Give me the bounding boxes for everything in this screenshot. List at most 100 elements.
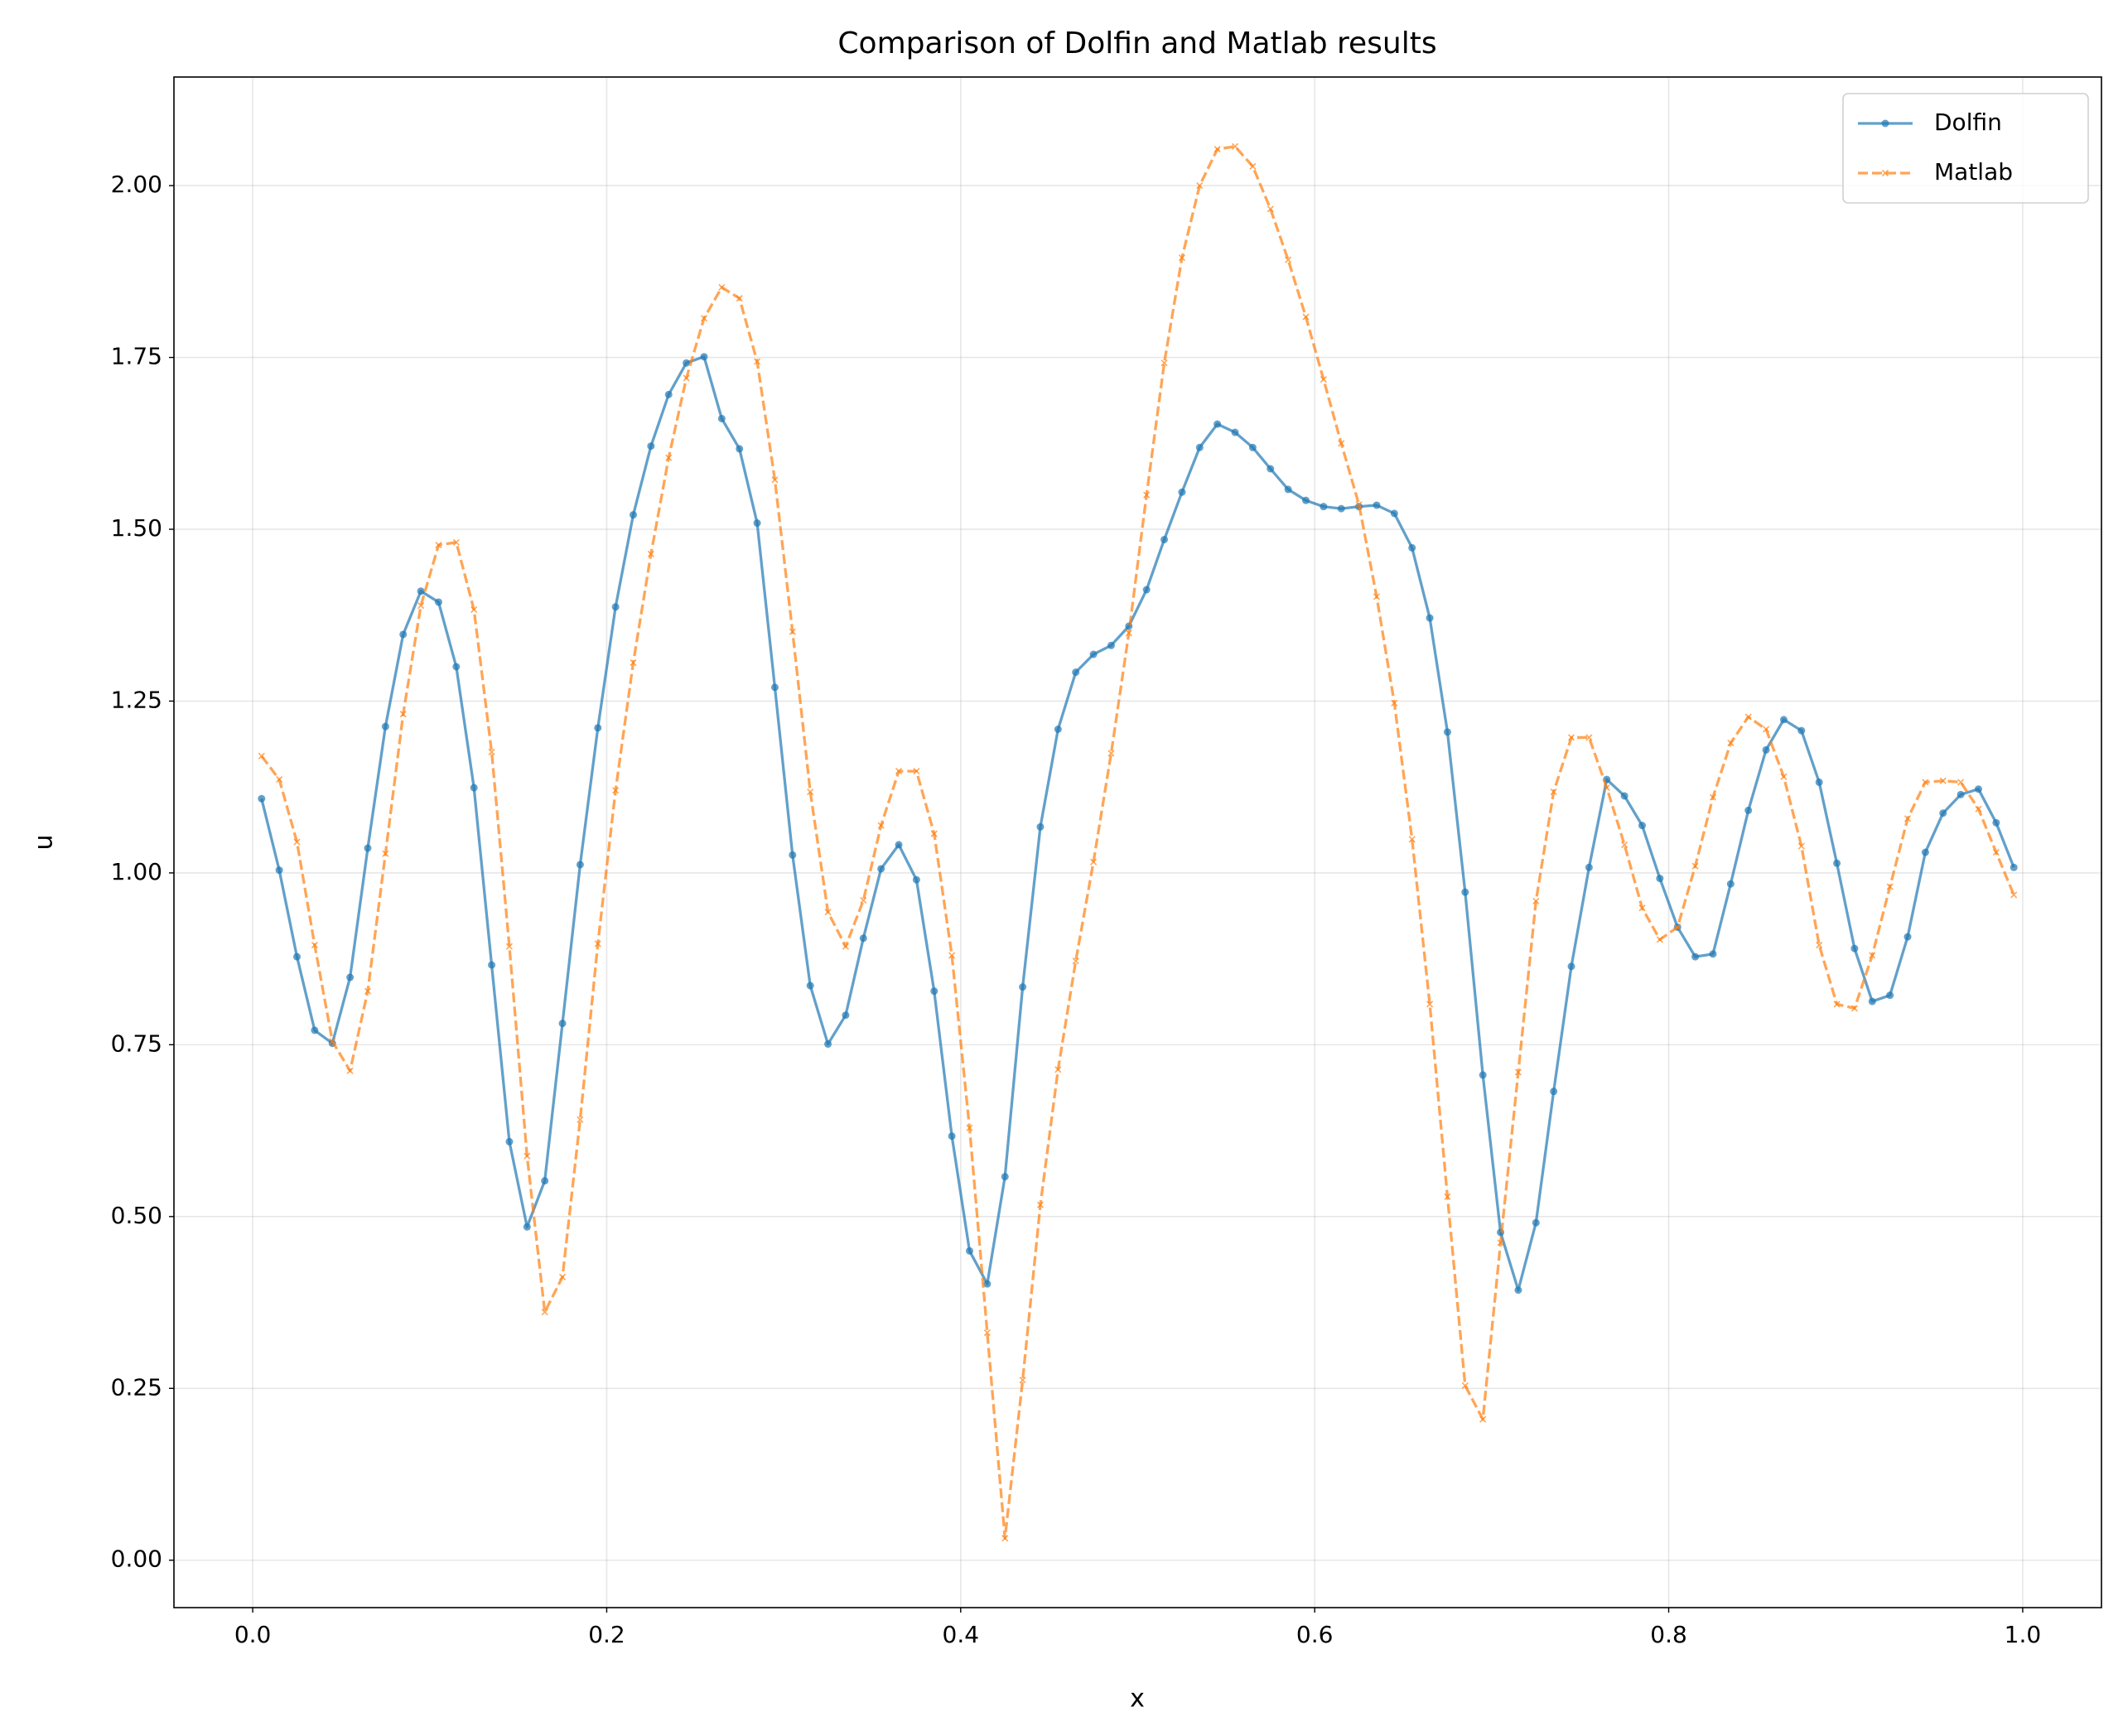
marker (2010, 863, 2018, 871)
marker (364, 844, 372, 852)
marker (1125, 629, 1132, 637)
marker (1621, 841, 1628, 848)
marker (1320, 376, 1327, 383)
marker (435, 542, 442, 549)
marker (1881, 169, 1889, 177)
marker (452, 663, 461, 671)
marker (470, 784, 478, 792)
marker (1620, 792, 1628, 800)
marker (718, 283, 726, 291)
marker (577, 1116, 584, 1123)
marker (1674, 923, 1682, 931)
marker (1850, 944, 1859, 952)
marker (789, 628, 796, 635)
marker (700, 353, 708, 361)
marker (930, 987, 938, 996)
marker (1744, 713, 1752, 721)
x-tick-label: 0.0 (234, 1621, 272, 1648)
marker (1638, 822, 1646, 830)
marker (1585, 863, 1593, 871)
marker (895, 768, 903, 775)
marker (470, 606, 478, 614)
marker (1957, 790, 1965, 798)
marker (1355, 501, 1363, 509)
marker (2010, 891, 2018, 899)
marker (1691, 952, 1700, 961)
marker (647, 550, 654, 557)
marker (1550, 788, 1557, 796)
marker (1957, 779, 1965, 786)
y-tick-label: 0.50 (111, 1202, 162, 1229)
marker (1231, 428, 1239, 436)
marker (1479, 1415, 1487, 1423)
marker (1001, 1535, 1009, 1542)
marker (859, 934, 867, 943)
marker (1974, 785, 1982, 793)
marker (505, 943, 513, 950)
marker (1797, 726, 1806, 735)
marker (1532, 1218, 1540, 1227)
marker (1903, 933, 1912, 941)
marker (1638, 904, 1646, 912)
legend-box (1842, 93, 2089, 204)
marker (1514, 1286, 1522, 1295)
marker (948, 952, 956, 959)
marker (1373, 501, 1381, 509)
marker (558, 1020, 567, 1028)
marker (824, 909, 832, 916)
marker (417, 602, 425, 610)
marker (488, 748, 495, 755)
marker (877, 822, 885, 829)
marker (594, 724, 602, 732)
marker (824, 1040, 832, 1049)
marker (594, 940, 601, 948)
marker (1603, 784, 1610, 792)
marker (665, 454, 673, 461)
marker (1090, 858, 1098, 866)
y-tick-label: 1.25 (111, 686, 162, 713)
marker (524, 1152, 531, 1160)
marker (966, 1247, 974, 1255)
marker (717, 414, 726, 422)
marker (983, 1280, 992, 1288)
marker (1337, 504, 1345, 513)
marker (1426, 614, 1434, 622)
y-tick-label: 1.00 (111, 858, 162, 885)
marker (1816, 941, 1823, 949)
marker (1656, 936, 1663, 943)
marker (1213, 420, 1222, 428)
marker (1142, 586, 1151, 594)
marker (1231, 142, 1239, 150)
marker (1550, 1087, 1558, 1096)
marker (912, 875, 920, 884)
marker (382, 850, 389, 857)
marker (1178, 254, 1185, 262)
marker (1903, 815, 1912, 822)
marker (1408, 836, 1416, 843)
marker (311, 1026, 319, 1034)
marker (1833, 1001, 1841, 1008)
marker (771, 476, 779, 484)
marker (275, 866, 283, 875)
marker (736, 445, 744, 453)
marker (789, 851, 797, 859)
marker (1196, 182, 1204, 190)
marker (276, 776, 283, 784)
marker (1815, 778, 1823, 786)
marker (1975, 805, 1982, 813)
marker (1869, 952, 1876, 959)
marker (1780, 773, 1788, 780)
series-line (260, 355, 2015, 1292)
marker (1939, 777, 1947, 784)
chart-title: Comparison of Dolfin and Matlab results (837, 27, 1436, 60)
marker (700, 315, 708, 322)
marker (913, 768, 920, 775)
marker (1881, 119, 1889, 128)
x-tick-label: 0.6 (1296, 1621, 1334, 1648)
marker (1833, 859, 1841, 867)
x-tick-label: 0.2 (588, 1621, 625, 1648)
marker (1744, 806, 1753, 814)
marker (1727, 740, 1735, 747)
marker (293, 952, 302, 961)
marker (399, 630, 408, 639)
